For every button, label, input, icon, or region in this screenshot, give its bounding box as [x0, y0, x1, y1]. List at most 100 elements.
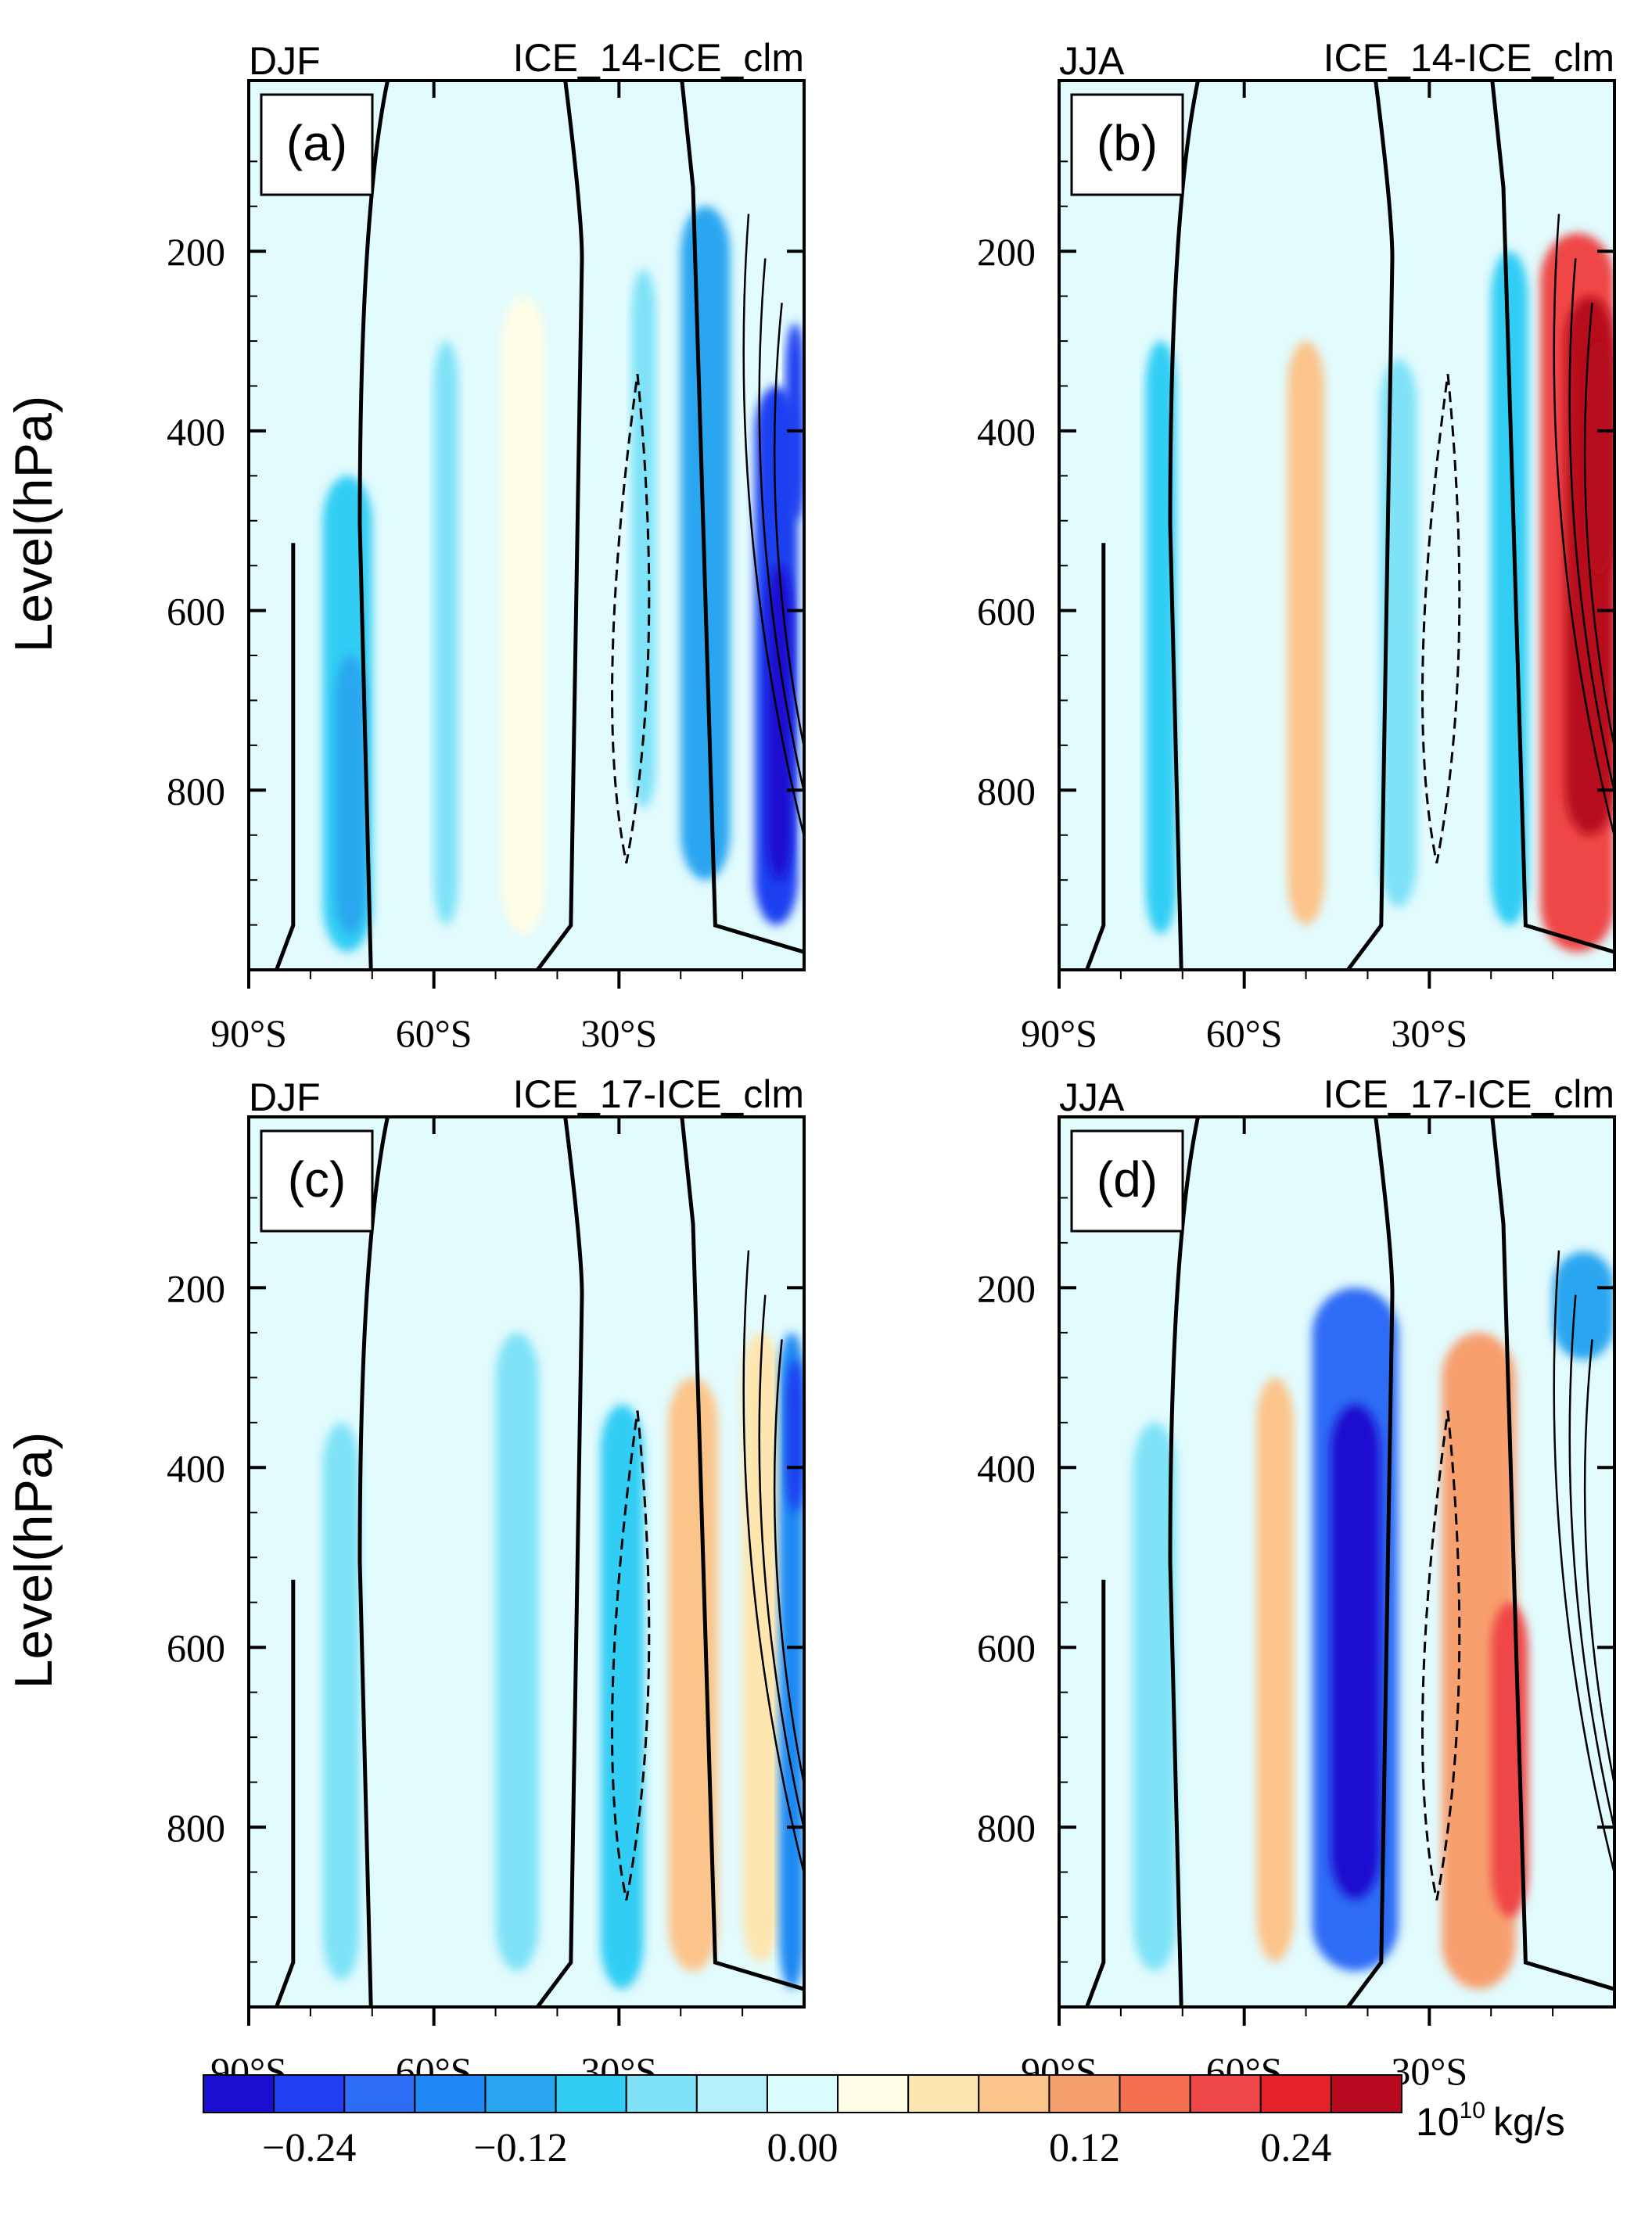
anomaly-cell-2	[600, 1404, 644, 1990]
anomaly-cell-0	[322, 1422, 360, 1980]
colorbar-bin	[414, 2074, 487, 2113]
plot-frame	[1058, 1115, 1616, 2009]
y-tick-label: 200	[977, 230, 1036, 274]
panel-label: (d)	[1097, 1151, 1158, 1208]
colorbar-label: −0.24	[262, 2126, 356, 2170]
plot-frame	[247, 1115, 806, 2009]
panel-season: DJF	[249, 39, 321, 83]
y-axis-label-bottom: Level(hPa)	[4, 1432, 63, 1689]
anomaly-cell-3	[501, 296, 545, 935]
colorbar: −0.24 −0.12 0.00 0.12 0.24	[203, 2074, 1402, 2170]
anomaly-cell-0	[1133, 1422, 1176, 1972]
contour-line	[1085, 1579, 1106, 2007]
contour-line	[1346, 1117, 1395, 2007]
colorbar-bin	[1119, 2074, 1191, 2113]
panel-label-box	[1070, 1129, 1184, 1233]
contour-line-thin	[1553, 1250, 1614, 1874]
colorbar-label: 0.00	[767, 2126, 839, 2170]
colorbar-bin	[907, 2074, 980, 2113]
y-axis-label-top: Level(hPa)	[4, 396, 63, 653]
plot-background	[1059, 81, 1614, 970]
contour-line-thin	[758, 258, 804, 792]
contour-line-thin	[773, 1339, 804, 1785]
colorbar-bin	[1189, 2074, 1262, 2113]
y-tick-label: 400	[977, 1446, 1036, 1490]
x-tick-label: 90°S	[210, 1011, 287, 1055]
contour-line	[680, 1117, 804, 1991]
y-tick-label: 800	[167, 1806, 225, 1850]
contour-line-thin	[1583, 303, 1614, 748]
colorbar-bin	[555, 2074, 627, 2113]
anomaly-cell-1	[1256, 1377, 1294, 1962]
colorbar-label: 0.12	[1049, 2126, 1120, 2170]
colorbar-bin	[273, 2074, 346, 2113]
x-tick-label: 60°S	[1206, 1011, 1283, 1055]
contour-line-thin	[1568, 1294, 1614, 1829]
y-tick-label: 800	[977, 1806, 1036, 1850]
contour-line-thin	[758, 1294, 804, 1829]
colorbar-bin	[484, 2074, 557, 2113]
contour-line	[680, 81, 804, 954]
contour-line	[1346, 81, 1395, 970]
anomaly-field	[322, 1332, 804, 1990]
anomaly-field	[1133, 1251, 1614, 1990]
panel-season: DJF	[249, 1075, 321, 1119]
y-tick-label: 600	[977, 590, 1036, 634]
colorbar-units: 1010 kg/s	[1416, 2098, 1565, 2144]
panel-title: ICE_17-ICE_clm	[1323, 1072, 1614, 1116]
x-tick-label: 30°S	[1391, 2049, 1467, 2093]
anomaly-cell-4	[631, 269, 656, 809]
colorbar-bin	[343, 2074, 416, 2113]
contour-line-thin	[1553, 214, 1614, 837]
anomaly-cell-1	[335, 655, 366, 935]
y-tick-label: 400	[977, 410, 1036, 454]
units-suffix: kg/s	[1493, 2100, 1565, 2144]
contour-line-dashed	[611, 1410, 651, 1901]
contour-line-thin	[1568, 258, 1614, 792]
colorbar-bin	[978, 2074, 1050, 2113]
x-tick-label: 30°S	[580, 1011, 657, 1055]
climatology-contours	[1085, 81, 1614, 970]
contour-line	[1168, 1117, 1200, 2007]
anomaly-cell-1	[495, 1332, 539, 1972]
contour-line-thin	[742, 214, 804, 837]
panel-label-box	[260, 93, 374, 196]
colorbar-bin	[1048, 2074, 1121, 2113]
contour-line	[275, 543, 296, 970]
anomaly-cell-8	[785, 323, 804, 521]
anomaly-cell-2	[433, 341, 459, 925]
y-tick-label: 200	[977, 1266, 1036, 1310]
colorbar-bin	[203, 2074, 275, 2113]
plot-frame	[247, 79, 806, 971]
climatology-contours	[1085, 1117, 1614, 2007]
anomaly-cell-1	[1287, 341, 1325, 925]
contour-line	[1490, 81, 1614, 954]
contour-line-thin	[742, 1250, 804, 1874]
panel-a: 200 400 600 800 90°S 60°S 30°S DJF ICE_14-ICE_cl…	[167, 36, 806, 1055]
contour-line	[536, 1117, 584, 2007]
climatology-contours	[275, 81, 804, 970]
panel-title: ICE_14-ICE_clm	[1323, 36, 1614, 80]
colorbar-bin	[695, 2074, 768, 2113]
anomaly-cell-6	[1583, 341, 1614, 575]
colorbar-label: 0.24	[1260, 2126, 1331, 2170]
y-tick-label: 600	[167, 1626, 225, 1670]
contour-line	[1490, 1117, 1614, 1991]
y-tick-label: 200	[167, 1266, 225, 1310]
contour-line-dashed	[611, 374, 651, 863]
contour-line	[357, 1117, 390, 2007]
contour-line	[275, 1579, 296, 2007]
contour-line	[357, 81, 390, 970]
panel-season: JJA	[1059, 39, 1125, 83]
panel-label-box	[1070, 93, 1184, 196]
colorbar-bin	[837, 2074, 910, 2113]
contour-line	[1085, 543, 1106, 970]
x-tick-label: 90°S	[1021, 1011, 1097, 1055]
panel-title: ICE_17-ICE_clm	[513, 1072, 804, 1116]
y-tick-label: 400	[167, 1446, 225, 1490]
anomaly-cell-6	[785, 1359, 804, 1513]
anomaly-cell-6	[1553, 1251, 1614, 1360]
